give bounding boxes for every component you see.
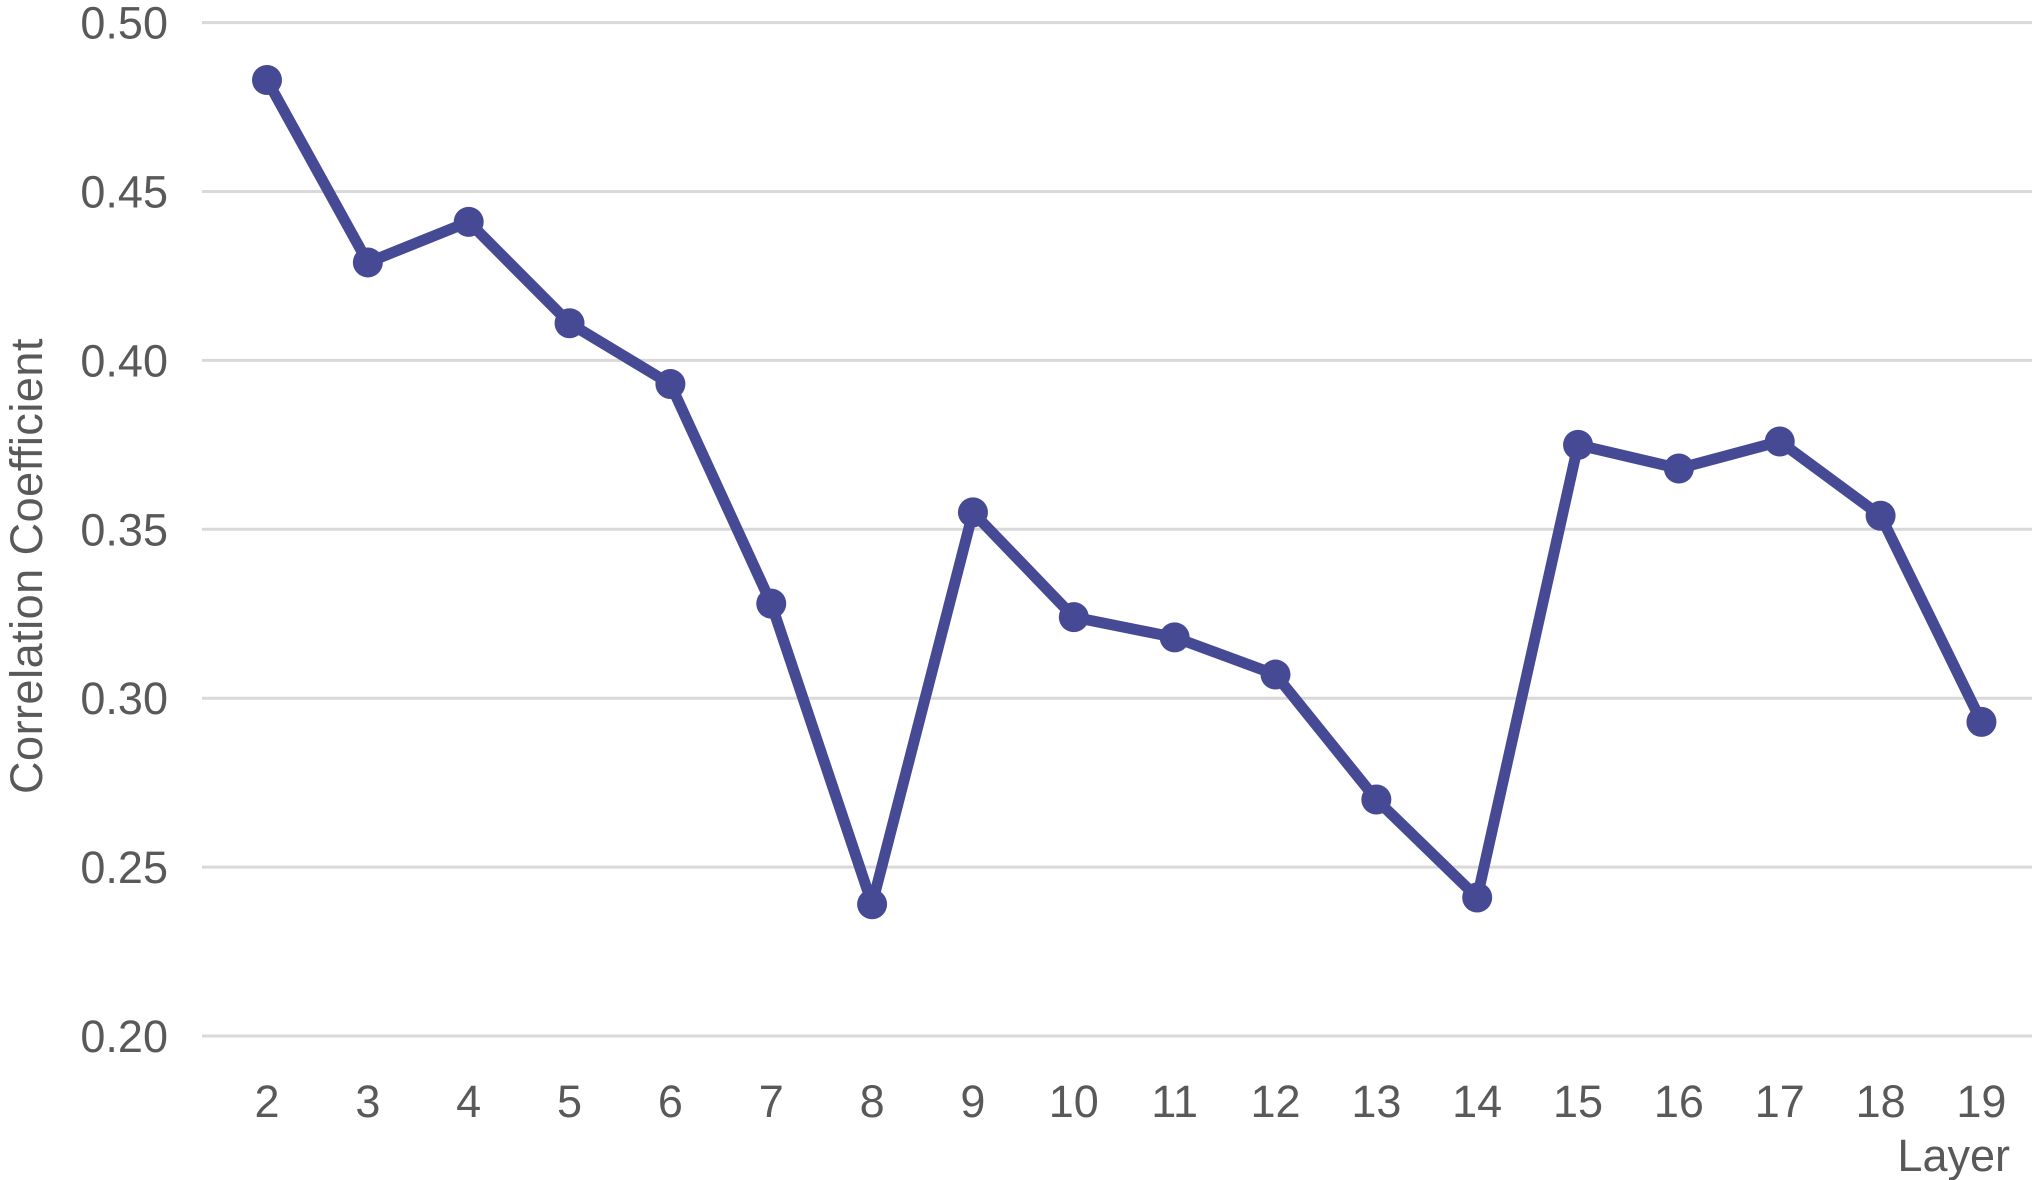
data-point	[1966, 706, 1997, 737]
y-axis-title: Correlation Coefficient	[1, 338, 52, 794]
x-tick-label: 3	[355, 1076, 380, 1127]
data-point	[1764, 426, 1795, 457]
data-point	[756, 588, 787, 619]
data-point	[655, 369, 686, 400]
y-tick-label: 0.30	[80, 673, 168, 724]
x-tick-label: 11	[1151, 1076, 1198, 1127]
x-axis-title: Layer	[1897, 1130, 2010, 1180]
y-tick-label: 0.45	[80, 167, 168, 218]
x-tick-label: 14	[1452, 1076, 1502, 1127]
y-tick-label: 0.50	[80, 0, 168, 49]
y-tick-label: 0.35	[80, 504, 168, 555]
data-series-line	[261, 74, 1987, 910]
data-point	[554, 308, 585, 339]
x-tick-label: 13	[1351, 1076, 1401, 1127]
data-point	[453, 206, 484, 237]
data-point	[1563, 429, 1594, 460]
x-tick-label: 19	[1956, 1076, 2006, 1127]
data-point	[1462, 882, 1493, 913]
x-tick-label: 17	[1755, 1076, 1805, 1127]
x-tick-label: 12	[1250, 1076, 1300, 1127]
data-point	[1159, 622, 1190, 653]
data-point	[1663, 453, 1694, 484]
data-point	[1361, 784, 1392, 815]
data-point	[252, 65, 282, 96]
y-tick-label: 0.40	[80, 335, 168, 386]
data-point	[857, 889, 888, 920]
x-tick-label: 4	[456, 1076, 481, 1127]
x-tick-label: 8	[860, 1076, 885, 1127]
y-tick-label: 0.20	[80, 1011, 168, 1062]
x-tick-label: 16	[1654, 1076, 1704, 1127]
x-tick-label: 18	[1856, 1076, 1906, 1127]
data-point	[1058, 602, 1089, 633]
data-point	[352, 247, 383, 278]
x-tick-label: 5	[557, 1076, 582, 1127]
x-tick-label: 6	[658, 1076, 683, 1127]
x-tick-label: 10	[1049, 1076, 1099, 1127]
data-point	[1260, 659, 1291, 690]
y-tick-label: 0.25	[80, 842, 168, 893]
x-tick-label: 9	[960, 1076, 985, 1127]
x-tick-label: 15	[1553, 1076, 1603, 1127]
x-tick-label: 7	[759, 1076, 784, 1127]
data-point	[1865, 500, 1896, 531]
x-tick-label: 2	[254, 1076, 279, 1127]
data-point	[957, 497, 988, 528]
